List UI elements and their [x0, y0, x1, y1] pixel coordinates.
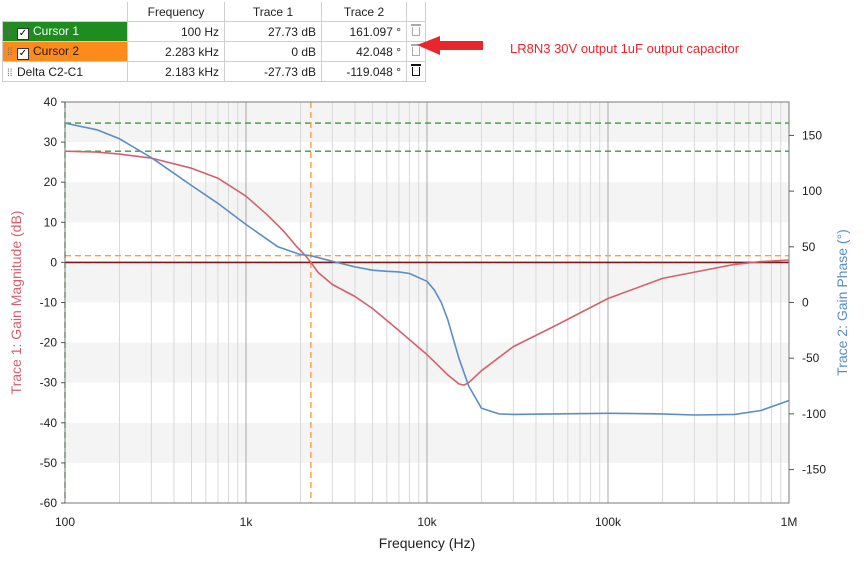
delta-trace2: -119.048 °	[321, 61, 407, 82]
cursor-table: Frequency Trace 1 Trace 2 ⁞⁞ ✓ Cursor 1 10…	[2, 2, 426, 82]
series-line-1	[64, 150, 790, 386]
cursor-1-checkbox[interactable]: ✓	[17, 27, 29, 40]
drag-handle-icon[interactable]: ⁞⁞	[7, 67, 13, 79]
y-tick-label: -40	[40, 416, 58, 430]
y-tick-label: 40	[44, 95, 58, 109]
x-tick-label: 100k	[595, 515, 622, 529]
cursor-row-1[interactable]: ⁞⁞ ✓ Cursor 1 100 Hz 27.73 dB 161.097 °	[2, 21, 426, 42]
trash-icon[interactable]	[411, 44, 421, 56]
y-tick-label: 30	[44, 135, 58, 149]
trash-icon[interactable]	[411, 64, 421, 76]
x-tick-label: 100	[55, 515, 75, 529]
delta-row[interactable]: ⁞⁞ Delta C2-C1 2.183 kHz -27.73 dB -119.0…	[2, 61, 426, 82]
x-axis-title: Frequency (Hz)	[379, 535, 475, 551]
trash-icon[interactable]	[411, 24, 421, 36]
drag-handle-icon[interactable]: ⁞⁞	[7, 46, 13, 58]
delta-frequency: 2.183 kHz	[127, 61, 225, 82]
y-tick-label: 0	[50, 255, 57, 269]
y2-axis-title: Trace 2: Gain Phase (°)	[834, 229, 850, 376]
y-tick-label: -50	[40, 456, 58, 470]
cursor-2-trace1: 0 dB	[224, 41, 322, 62]
cursor-1-delete-cell[interactable]	[406, 21, 426, 42]
x-tick-label: 10k	[417, 515, 437, 529]
cursor-1-name-cell[interactable]: ⁞⁞ ✓ Cursor 1	[2, 21, 128, 42]
y2-tick-label: 150	[802, 128, 822, 142]
delta-delete-cell[interactable]	[406, 61, 426, 82]
cursor-2-frequency[interactable]: 2.283 kHz	[127, 41, 225, 62]
header-frequency: Frequency	[127, 2, 225, 22]
y-tick-label: 20	[44, 175, 58, 189]
annotation-text: LR8N3 30V output 1uF output capacitor	[510, 41, 740, 56]
y-axis-title: Trace 1: Gain Magnitude (dB)	[8, 211, 24, 395]
y-tick-label: 10	[44, 215, 58, 229]
y2-tick-label: 50	[802, 240, 816, 254]
y2-tick-label: -100	[802, 407, 826, 421]
annotation-arrow	[417, 36, 483, 55]
delta-trace1: -27.73 dB	[224, 61, 322, 82]
y-tick-label: -30	[40, 376, 58, 390]
y-tick-label: -20	[40, 336, 58, 350]
delta-name-cell[interactable]: ⁞⁞ Delta C2-C1	[2, 61, 128, 82]
y2-tick-label: 100	[802, 184, 822, 198]
y2-tick-label: 0	[802, 296, 809, 310]
cursor-table-header: Frequency Trace 1 Trace 2	[2, 2, 426, 22]
cursor-2-checkbox[interactable]: ✓	[17, 47, 29, 60]
drag-handle-icon[interactable]: ⁞⁞	[7, 26, 13, 38]
series-line-2	[64, 122, 790, 416]
x-tick-label: 1M	[781, 515, 798, 529]
y-tick-label: -60	[40, 496, 58, 510]
cursor-1-label: Cursor 1	[33, 23, 80, 38]
x-tick-label: 1k	[240, 515, 254, 529]
cursor-2-name-cell[interactable]: ⁞⁞ ✓ Cursor 2	[2, 41, 128, 62]
y2-tick-label: -50	[802, 351, 820, 365]
delta-label: Delta C2-C1	[17, 64, 84, 79]
y2-tick-label: -150	[802, 463, 826, 477]
cursor-1-trace1: 27.73 dB	[224, 21, 322, 42]
header-trace1: Trace 1	[224, 2, 322, 22]
cursor-2-label: Cursor 2	[33, 43, 80, 58]
y-tick-label: -10	[40, 296, 58, 310]
